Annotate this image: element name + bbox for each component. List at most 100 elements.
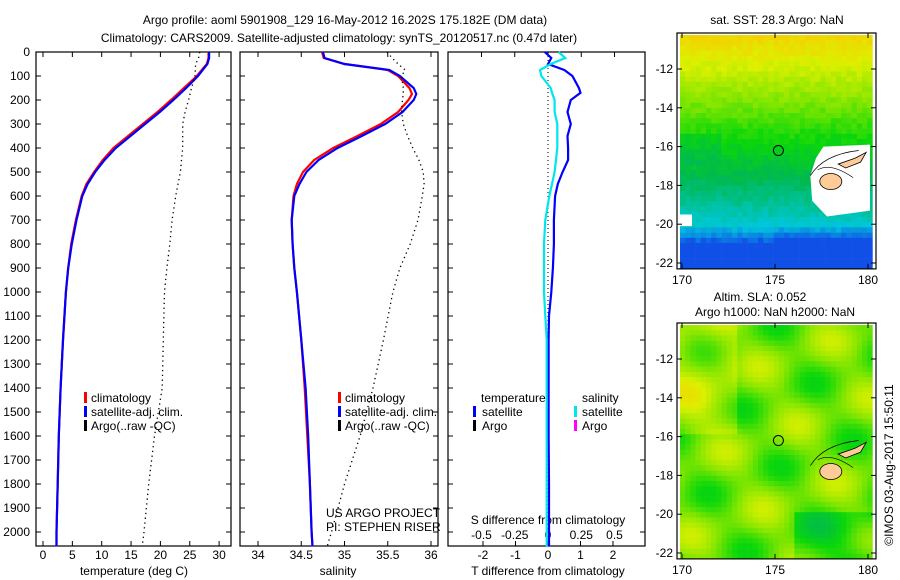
map-cell [804,201,811,207]
map-cell [789,139,795,145]
map-cell [851,496,858,503]
map-cell [789,439,795,445]
map-cell [825,107,832,114]
map-cell [695,377,702,383]
map-cell [732,180,738,187]
y-tick-label: 1700 [3,453,30,467]
map-cell [752,423,759,430]
x-tick-label: 1 [577,548,584,562]
map-cell [830,263,837,270]
map-field-sst [680,35,873,270]
map-cell [737,413,743,419]
map-cell [836,55,842,62]
map-cell [721,335,728,341]
map-cell [721,175,728,181]
map-cell [773,92,780,98]
map-cell [695,113,702,119]
map-cell [799,144,806,150]
map-cell [768,128,774,135]
map-cell [789,144,795,150]
map-cell [825,366,832,373]
map-cell [846,217,852,223]
map-cell [804,243,811,249]
map-cell [721,403,728,409]
map-cell [742,159,748,166]
map-cell [778,392,785,399]
map-cell [825,258,832,265]
map-cell [726,97,733,103]
map-cell [763,237,769,244]
map-cell [721,429,728,435]
map-cell [784,123,790,129]
map-cell [836,413,842,419]
map-cell [768,102,774,109]
map-cell [856,491,863,497]
map-cell [742,439,748,445]
map-cell [830,418,837,425]
map-cell [778,548,785,555]
map-cell [747,211,754,218]
map-cell [784,434,790,440]
map-cell [732,356,738,362]
map-cell [778,128,785,135]
map-cell [752,196,759,202]
x-tick-label: 35.5 [376,548,400,562]
map-cell [862,429,868,435]
map-cell [690,144,696,150]
map-cell [685,243,691,249]
map-cell [820,501,826,508]
map-cell [752,40,759,46]
map-cell [789,107,795,114]
map-cell [711,507,717,513]
map-cell [711,50,717,57]
map-cell [810,154,816,161]
map-cell [830,522,837,529]
map-cell [815,548,821,555]
map-cell [794,248,800,254]
map-cell [695,408,702,414]
map-cell [763,533,769,539]
map-cell [846,486,852,492]
map-cell [690,87,696,93]
map-cell [773,66,780,72]
map-cell [721,538,728,544]
map-cell [836,61,842,67]
map-cell [804,403,811,409]
s-tick-label: 0.25 [570,528,594,542]
map-cell [846,543,852,549]
map-cell [726,496,733,503]
map-cell [799,50,806,57]
map-cell [820,227,826,233]
map-cell [695,154,702,161]
map-cell [690,222,696,228]
series-line-temperature-satellite [544,51,582,547]
map-cell [747,40,754,46]
map-cell [690,455,696,461]
map-cell [706,118,712,124]
map-cell [851,392,858,399]
map-cell [789,263,795,270]
map-cell [856,423,863,430]
map-cell [851,553,858,560]
map-cell [742,149,748,155]
lat-tick-label: -16 [656,140,674,154]
map-cell [706,423,712,430]
map-cell [711,258,717,265]
map-cell [737,263,743,270]
map-cell [768,71,774,77]
map-cell [737,55,743,62]
map-cell [773,460,780,466]
map-cell [737,351,743,357]
map-cell [825,55,832,62]
map-cell [804,538,811,544]
map-cell [778,258,785,265]
map-cell [846,382,852,388]
map-cell [695,237,702,244]
map-cell [815,512,821,518]
map-cell [815,507,821,513]
map-cell [711,180,717,187]
map-cell [716,191,722,197]
map-cell [804,522,811,529]
map-cell [794,165,800,171]
map-cell [867,45,873,51]
